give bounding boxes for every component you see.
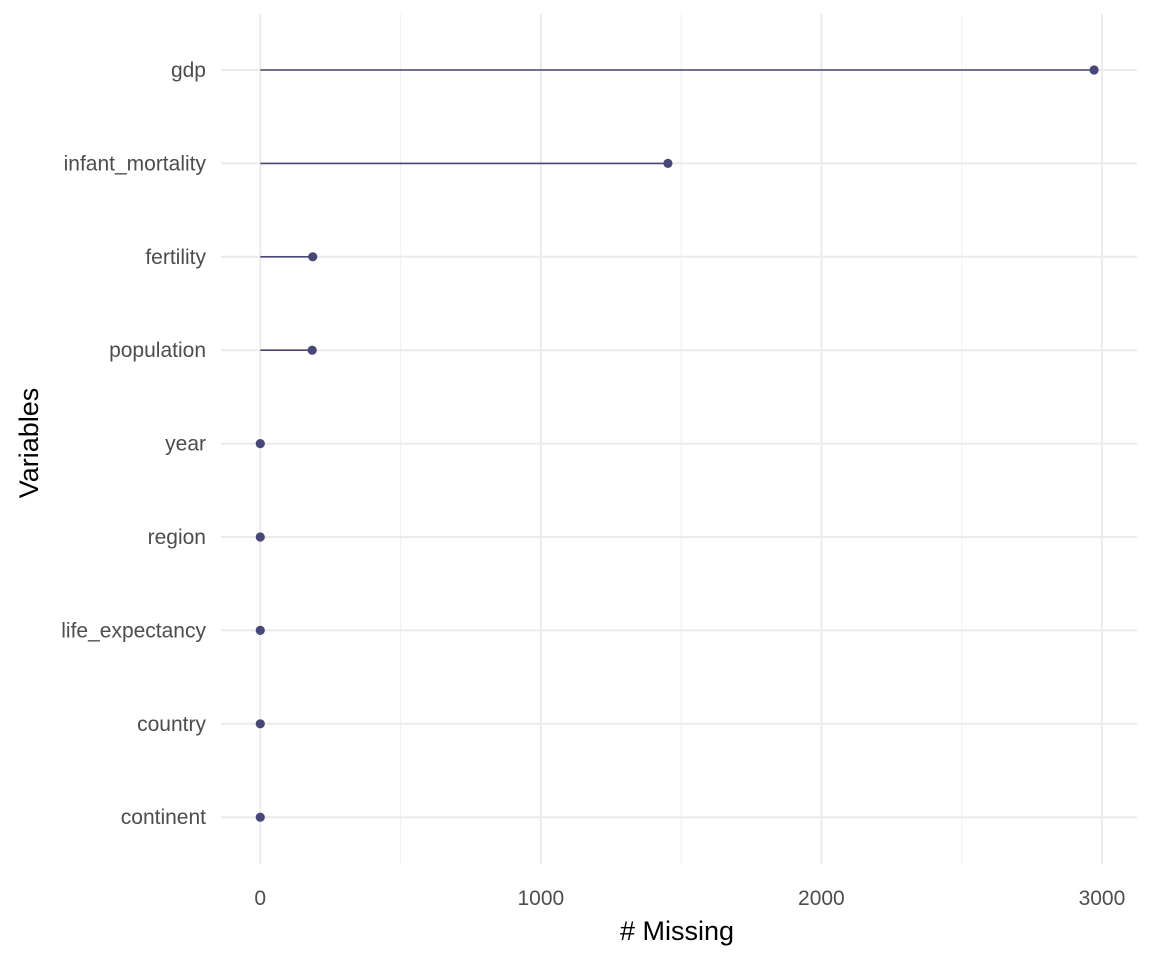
y-tick-label: gdp — [171, 59, 206, 82]
lollipop-point — [255, 532, 265, 542]
lollipop-point — [308, 252, 318, 262]
x-tick-label: 2000 — [798, 887, 845, 910]
lollipop-point — [255, 625, 265, 636]
y-tick-label: infant_mortality — [64, 152, 207, 175]
lollipop-point — [1089, 65, 1099, 75]
lollipop-point — [255, 812, 265, 822]
lollipop-point — [307, 345, 317, 355]
y-tick-label: country — [137, 713, 206, 736]
marks-layer — [255, 65, 1099, 822]
y-axis-title: Variables — [14, 388, 44, 499]
grid-layer — [221, 14, 1137, 864]
y-tick-label: year — [165, 433, 206, 456]
x-tick-label: 1000 — [517, 887, 564, 910]
y-tick-label: continent — [121, 806, 206, 829]
lollipop-point — [663, 158, 673, 168]
x-tick-labels: 0 1000 2000 3000 — [254, 887, 1125, 910]
lollipop-point — [255, 439, 265, 449]
lollipop-point — [255, 719, 265, 729]
y-tick-labels: gdp infant_mortality fertility population ye… — [61, 59, 206, 829]
x-tick-label: 0 — [254, 887, 266, 910]
y-tick-label: population — [109, 339, 206, 362]
x-axis-title: # Missing — [620, 916, 734, 946]
y-tick-label: region — [148, 526, 206, 549]
x-tick-label: 3000 — [1079, 887, 1126, 910]
y-tick-label: life_expectancy — [61, 619, 206, 642]
y-tick-label: fertility — [145, 246, 206, 269]
